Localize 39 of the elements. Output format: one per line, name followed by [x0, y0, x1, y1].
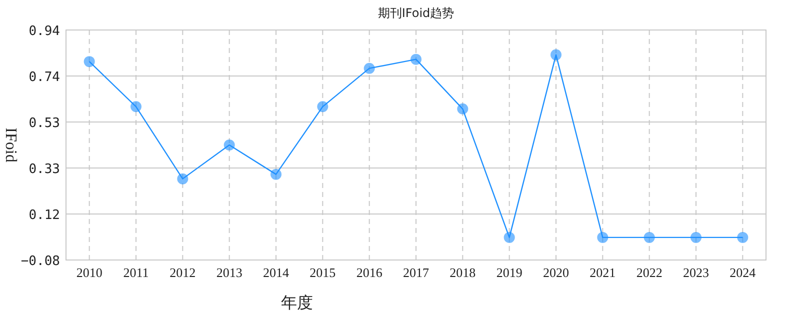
- x-tick-label: 2011: [123, 265, 149, 280]
- point: [737, 232, 748, 243]
- point: [457, 103, 468, 114]
- x-tick-label: 2010: [76, 265, 102, 280]
- point: [224, 140, 235, 150]
- x-tick-label: 2018: [450, 265, 476, 280]
- y-tick-label: 0.53: [28, 116, 60, 131]
- x-tick-label: 2017: [403, 265, 430, 280]
- chart-title: 期刊IFoid趋势: [378, 6, 454, 20]
- x-tick-label: 2015: [310, 265, 336, 280]
- x-tick-label: 2022: [636, 265, 662, 280]
- point: [270, 168, 282, 180]
- x-tick-label: 2024: [730, 265, 756, 280]
- point: [504, 232, 515, 243]
- y-tick-label: −0.08: [20, 254, 60, 269]
- point: [410, 54, 422, 65]
- x-axis-title: 年度: [281, 293, 313, 312]
- point: [690, 232, 702, 243]
- point: [130, 101, 142, 112]
- y-tick-label: 0.33: [28, 162, 60, 177]
- x-tick-label: 2012: [170, 265, 196, 280]
- x-tick-label: 2021: [590, 265, 616, 280]
- point: [177, 173, 188, 184]
- y-tick-label: 0.74: [28, 70, 60, 85]
- x-tick-label: 2020: [543, 265, 569, 280]
- point: [550, 49, 562, 60]
- y-axis-title: IFoid: [2, 128, 19, 162]
- point: [317, 101, 328, 112]
- point: [84, 56, 95, 68]
- point: [597, 232, 608, 243]
- y-tick-label: 0.94: [28, 24, 60, 39]
- point: [364, 62, 375, 74]
- point: [644, 232, 655, 243]
- x-tick-label: 2019: [496, 265, 522, 280]
- x-tick-label: 2016: [356, 265, 383, 280]
- y-tick-label: 0.12: [28, 208, 60, 223]
- x-tick-label: 2014: [263, 265, 290, 280]
- x-tick-label: 2013: [216, 265, 242, 280]
- x-tick-label: 2023: [683, 265, 709, 280]
